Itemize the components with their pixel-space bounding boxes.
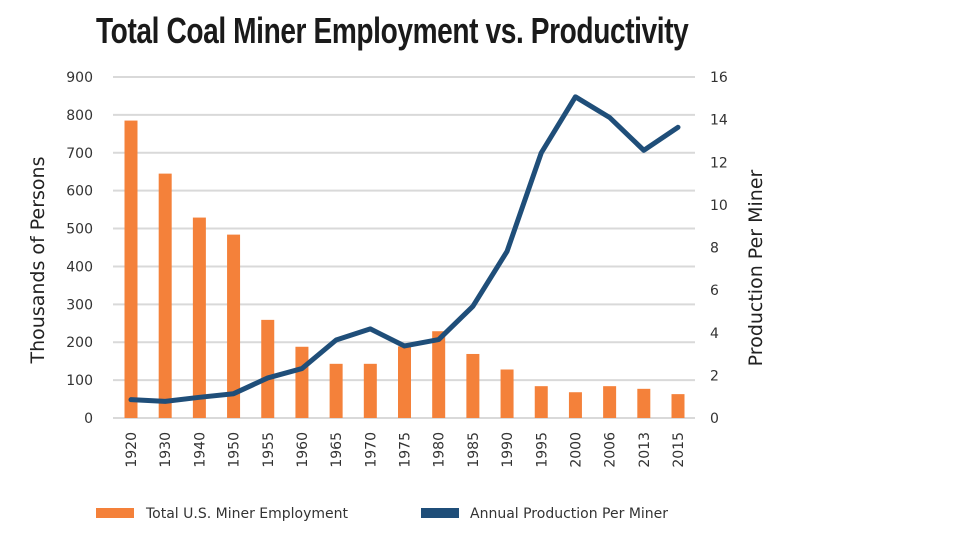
y-tick-label: 700 <box>66 146 93 162</box>
bar-1980 <box>432 331 446 418</box>
bar-2015 <box>671 394 685 418</box>
x-tick-label: 1955 <box>261 432 277 468</box>
y-tick-label: 800 <box>66 108 93 124</box>
bar-1960 <box>295 346 309 418</box>
y-tick-label: 400 <box>66 259 93 275</box>
bar-1955 <box>261 319 275 418</box>
y-tick-label: 500 <box>66 222 93 238</box>
legend-label-employment: Total U.S. Miner Employment <box>145 506 349 522</box>
x-tick-label: 1965 <box>329 432 345 468</box>
y2-tick-label: 16 <box>710 70 728 86</box>
y2-tick-label: 14 <box>710 113 728 129</box>
y-tick-label: 100 <box>66 373 93 389</box>
x-tick-label: 1975 <box>398 432 414 468</box>
x-tick-label: 1960 <box>295 432 311 468</box>
bar-1940 <box>192 217 206 418</box>
y-tick-label: 200 <box>66 335 93 351</box>
bar-2000 <box>568 392 582 418</box>
chart-title: Total Coal Miner Employment vs. Producti… <box>96 10 689 51</box>
bar-1930 <box>158 173 172 418</box>
bar-2013 <box>637 388 651 418</box>
y2-tick-label: 6 <box>710 283 719 299</box>
bar-1950 <box>227 234 241 418</box>
y-tick-label: 0 <box>84 411 93 427</box>
y-tick-label: 900 <box>66 70 93 86</box>
legend-label-productivity: Annual Production Per Miner <box>470 506 668 522</box>
x-tick-label: 1980 <box>432 432 448 468</box>
bar-1995 <box>534 386 548 418</box>
x-tick-label: 1985 <box>466 432 482 468</box>
bar-1965 <box>329 363 343 418</box>
y-tick-label: 300 <box>66 297 93 313</box>
x-tick-label: 1930 <box>158 432 174 468</box>
bar-1970 <box>363 363 377 418</box>
y-axis-label: Thousands of Persons <box>27 157 49 365</box>
y-tick-label: 600 <box>66 184 93 200</box>
x-tick-label: 1970 <box>363 432 379 468</box>
x-tick-label: 2000 <box>568 432 584 468</box>
y2-tick-label: 2 <box>710 368 719 384</box>
bar-1920 <box>124 120 138 419</box>
bar-1975 <box>398 346 411 418</box>
y2-tick-label: 0 <box>710 411 719 427</box>
x-tick-label: 1940 <box>192 432 208 468</box>
y2-tick-label: 4 <box>710 326 719 342</box>
legend-swatch-employment <box>96 508 134 518</box>
x-tick-label: 2015 <box>671 432 687 468</box>
bar-1990 <box>500 369 514 418</box>
y2-tick-label: 8 <box>710 241 719 257</box>
legend-swatch-productivity <box>421 508 459 518</box>
y2-axis-label: Production Per Miner <box>745 169 767 366</box>
bar-2006 <box>603 386 617 418</box>
x-tick-label: 2013 <box>637 432 653 468</box>
x-tick-label: 1990 <box>500 432 516 468</box>
bar-1985 <box>466 353 480 418</box>
x-tick-label: 1950 <box>227 432 243 468</box>
y2-tick-label: 12 <box>710 155 728 171</box>
x-tick-label: 1920 <box>124 432 140 468</box>
x-tick-label: 1995 <box>534 432 550 468</box>
x-tick-label: 2006 <box>603 432 619 468</box>
y2-tick-label: 10 <box>710 198 728 214</box>
